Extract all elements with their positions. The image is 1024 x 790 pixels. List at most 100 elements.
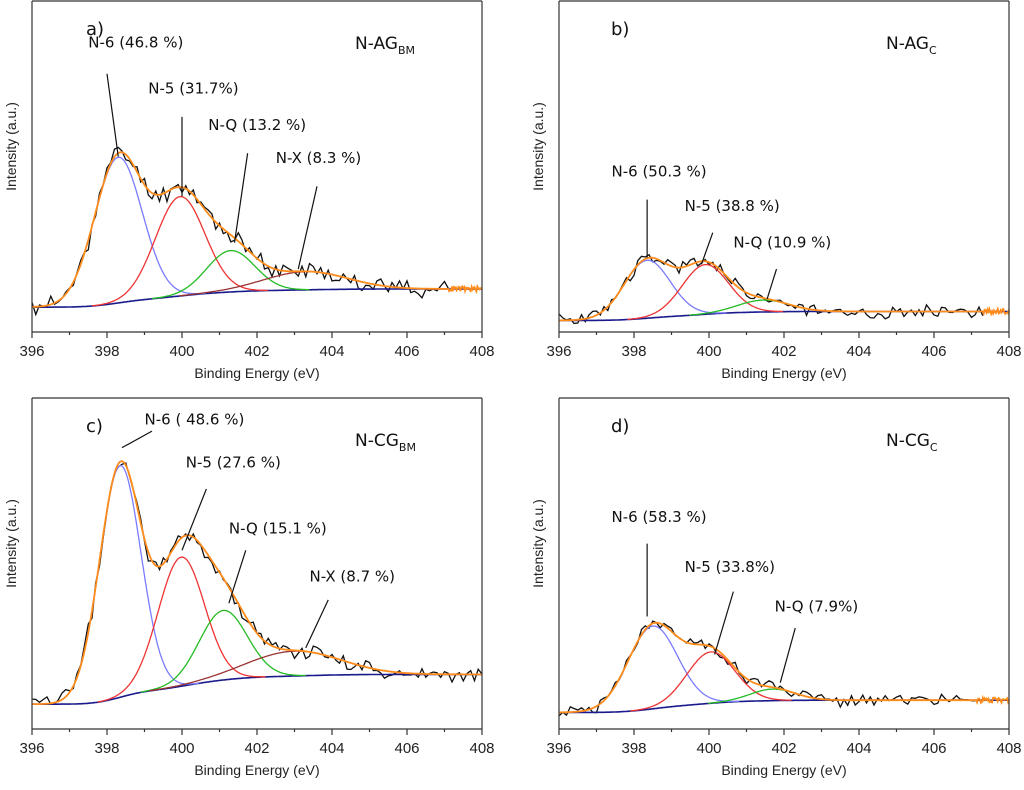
raw-spectrum-line: [558, 253, 984, 325]
sample-name-main: N-AG: [355, 34, 398, 54]
component-n-5-line: [91, 195, 269, 307]
x-tick-label: 402: [771, 740, 796, 757]
annotation-leader-line: [297, 186, 318, 270]
x-tick-label: 408: [996, 343, 1021, 360]
x-tick-label: 404: [319, 343, 344, 360]
x-tick-label: 396: [19, 343, 44, 360]
x-axis-title: Binding Energy (eV): [194, 365, 319, 381]
x-tick-label: 396: [19, 740, 44, 757]
component-n-5-line: [627, 263, 784, 321]
annotation-leader-line: [714, 591, 734, 655]
component-n-6-line: [41, 464, 199, 705]
x-tick-label: 406: [394, 343, 419, 360]
annotation-leader-line: [779, 627, 796, 683]
x-tick-label: 400: [169, 740, 194, 757]
x-tick-label: 408: [469, 343, 494, 360]
x-tick-label: 404: [846, 740, 871, 757]
peak-annotation-label: N-X (8.7 %): [310, 568, 396, 586]
x-tick-label: 402: [244, 343, 269, 360]
x-tick-label: 398: [621, 740, 646, 757]
sample-name: N-AGBM: [355, 34, 415, 57]
sample-name-subscript: C: [930, 441, 938, 454]
peak-annotation-label: N-5 (31.7%): [148, 80, 238, 98]
x-tick-label: 396: [546, 740, 571, 757]
x-tick-label: 400: [696, 343, 721, 360]
component-n-q-line: [151, 249, 310, 300]
sample-name-subscript: BM: [399, 441, 416, 454]
x-tick-label: 406: [394, 740, 419, 757]
sample-name-subscript: BM: [398, 44, 415, 57]
peak-annotation-label: N-Q (7.9%): [775, 597, 859, 615]
x-tick-label: 398: [94, 740, 119, 757]
x-tick-label: 402: [244, 740, 269, 757]
x-axis-title: Binding Energy (eV): [194, 762, 319, 778]
sample-name: N-AGC: [886, 34, 937, 57]
x-tick-label: 406: [921, 740, 946, 757]
peak-annotation-label: N-6 ( 48.6 %): [145, 410, 245, 428]
component-n-6-line: [566, 625, 740, 713]
x-tick-label: 408: [469, 740, 494, 757]
peak-annotation-label: N-6 (46.8 %): [88, 33, 183, 51]
annotation-leader-line: [305, 599, 329, 649]
chart-panel-a: 396 398 400 402 404 406 408 Binding Energy (eV)…: [3, 0, 495, 381]
envelope-fit-line: [559, 256, 1010, 322]
annotation-leader-line: [121, 430, 153, 449]
x-tick-label: 406: [921, 343, 946, 360]
annotation-leader-line: [181, 488, 207, 551]
envelope-fit-line: [31, 151, 483, 308]
chart-panel-d: 396 398 400 402 404 406 408 Binding Energy (eV)…: [530, 397, 1022, 778]
sample-name-main: N-CG: [355, 431, 399, 451]
envelope-fit-line: [32, 460, 482, 705]
y-axis-title: Intensity (a.u.): [3, 102, 19, 191]
y-axis-title: Intensity (a.u.): [530, 102, 546, 191]
chart-panel-c: 396 398 400 402 404 406 408 Binding Energy (eV)…: [3, 397, 495, 778]
x-tick-label: 400: [169, 343, 194, 360]
y-axis-title: Intensity (a.u.): [3, 499, 19, 588]
annotation-leader-line: [766, 268, 778, 300]
peak-annotation-label: N-Q (10.9 %): [733, 234, 831, 252]
peak-annotation-label: N-5 (38.8 %): [685, 197, 780, 215]
peak-annotation-label: N-X (8.3 %): [276, 149, 362, 167]
x-tick-label: 404: [319, 740, 344, 757]
annotation-leader-line: [106, 73, 119, 157]
x-tick-label: 398: [94, 343, 119, 360]
annotation-leader-line: [233, 153, 249, 243]
x-tick-label: 396: [546, 343, 571, 360]
raw-spectrum-line: [558, 620, 976, 717]
annotation-leader-line: [228, 550, 247, 604]
sample-name: N-CGC: [886, 431, 938, 454]
background-line: [32, 673, 482, 705]
x-tick-label: 408: [996, 740, 1021, 757]
background-line: [559, 699, 1009, 714]
sample-name-subscript: C: [929, 44, 937, 57]
x-tick-label: 398: [621, 343, 646, 360]
peak-annotation-label: N-Q (13.2 %): [208, 116, 306, 134]
x-axis-title: Binding Energy (eV): [721, 365, 846, 381]
panel-label: b): [611, 19, 629, 40]
background-line: [559, 310, 1009, 322]
x-tick-label: 400: [696, 740, 721, 757]
peak-annotation-label: N-5 (33.8%): [685, 558, 775, 576]
raw-spectrum-line: [31, 462, 483, 705]
peak-annotation-label: N-5 (27.6 %): [186, 454, 281, 472]
component-n-5-line: [630, 651, 792, 712]
sample-name-main: N-AG: [886, 34, 929, 54]
peak-annotation-label: N-6 (50.3 %): [612, 162, 707, 180]
panel-label: d): [611, 416, 629, 437]
component-n-6-line: [31, 156, 206, 308]
y-axis-title: Intensity (a.u.): [530, 499, 546, 588]
x-tick-label: 404: [846, 343, 871, 360]
x-axis-title: Binding Energy (eV): [721, 762, 846, 778]
annotation-leader-line: [700, 232, 714, 265]
sample-name-main: N-CG: [886, 431, 930, 451]
chart-panel-b: 396 398 400 402 404 406 408 Binding Energy (eV)…: [530, 0, 1022, 381]
sample-name: N-CGBM: [355, 431, 416, 454]
x-tick-label: 402: [771, 343, 796, 360]
peak-annotation-label: N-6 (58.3 %): [612, 508, 707, 526]
component-n-5-line: [97, 556, 266, 703]
component-n-q-line: [140, 609, 306, 693]
panel-label: c): [86, 416, 103, 437]
panel-label: a): [86, 19, 104, 40]
envelope-fit-line: [559, 621, 1010, 714]
